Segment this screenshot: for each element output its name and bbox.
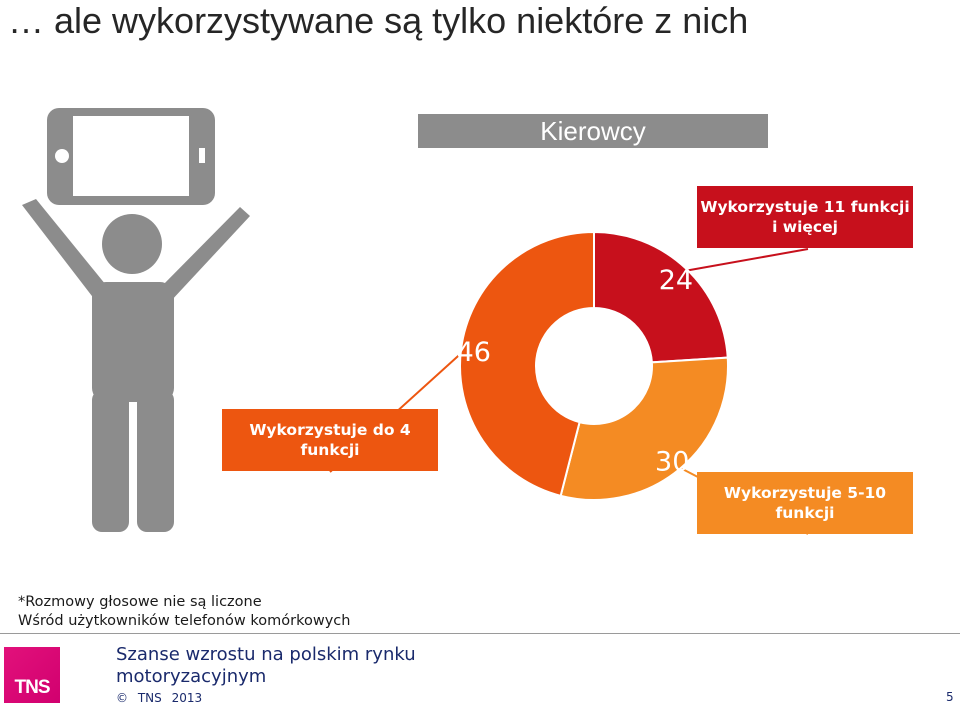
slide-title: … ale wykorzystywane są tylko niektóre z…: [8, 0, 749, 41]
donut-slice: [593, 230, 729, 364]
report-title-line-1: Szanse wzrostu na polskim rynku: [116, 644, 416, 665]
footnote: *Rozmowy głosowe nie są liczone Wśród uż…: [18, 593, 350, 631]
data-label: 30: [655, 447, 689, 478]
donut-chart: 24 30 46: [329, 230, 809, 535]
logo-text: TNS: [14, 677, 51, 698]
footnote-line-2: Wśród użytkowników telefonów komórkowych: [18, 613, 351, 629]
copyright: © TNS 2013: [116, 691, 202, 705]
copyright-symbol: ©: [116, 691, 128, 705]
footnote-line-1: *Rozmowy głosowe nie są liczone: [18, 594, 262, 610]
copyright-owner: TNS: [137, 691, 162, 705]
segment-header: Kierowcy: [418, 114, 768, 148]
donut-slice: [459, 230, 595, 498]
person-holding-phone-icon: [22, 108, 250, 532]
footer-divider: [0, 633, 960, 634]
tns-logo: TNS: [4, 647, 60, 703]
callout-leader-line: [682, 248, 809, 273]
copyright-year: 2013: [171, 691, 203, 705]
report-title: Szanse wzrostu na polskim rynku motoryza…: [116, 644, 416, 688]
callout-up-to-4: Wykorzystuje do 4 funkcji: [222, 409, 438, 471]
donut-slice: [559, 356, 729, 501]
callout-11-plus: Wykorzystuje 11 funkcji i więcej: [697, 186, 913, 248]
report-title-line-2: motoryzacyjnym: [116, 666, 267, 687]
page-number: 5: [946, 690, 954, 704]
data-label: 46: [457, 337, 491, 368]
data-label: 24: [659, 265, 693, 296]
callout-5-10: Wykorzystuje 5-10 funkcji: [697, 472, 913, 534]
